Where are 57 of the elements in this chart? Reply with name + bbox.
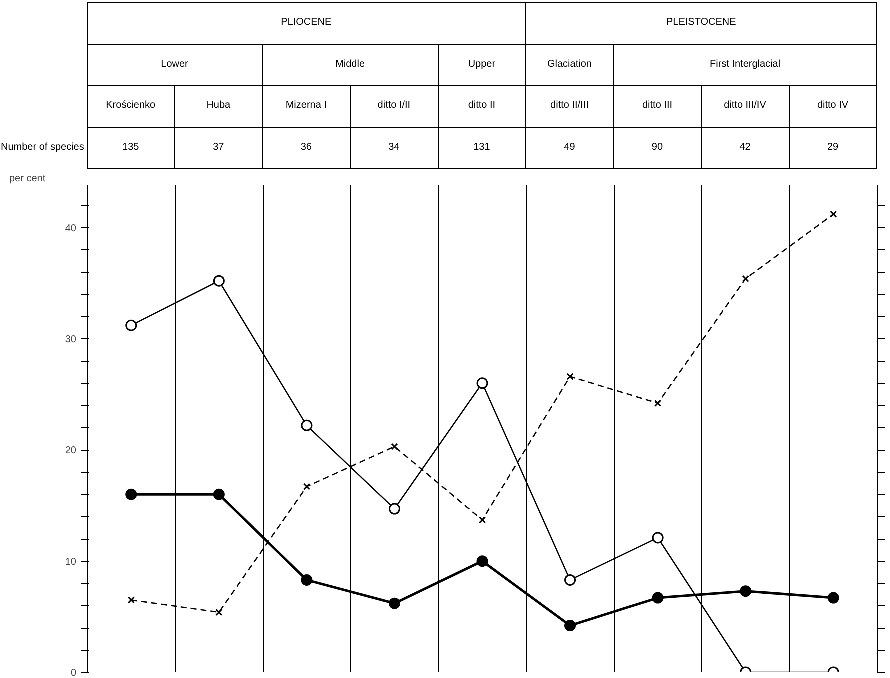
point bbox=[476, 378, 488, 390]
y-tick-label: 20 bbox=[65, 446, 77, 457]
x-tick-label: Krościenko bbox=[87, 86, 175, 127]
point bbox=[652, 532, 664, 544]
point bbox=[303, 483, 311, 490]
point bbox=[478, 516, 486, 524]
point bbox=[388, 598, 400, 610]
text: Number of species bbox=[0, 140, 86, 155]
x-tick-label: ditto IV bbox=[789, 86, 877, 127]
point bbox=[652, 592, 664, 604]
y-tick-label: 30 bbox=[65, 334, 77, 346]
y-tick-label: 40 bbox=[65, 223, 77, 234]
text: Lower bbox=[87, 44, 263, 86]
point bbox=[388, 503, 400, 515]
point bbox=[301, 420, 313, 432]
point bbox=[128, 596, 135, 604]
text: 29 bbox=[789, 127, 877, 168]
point bbox=[126, 320, 138, 332]
point bbox=[216, 608, 223, 616]
x-tick-label: ditto II bbox=[438, 86, 526, 127]
text: Middle bbox=[262, 44, 438, 86]
y-axis-title: per cent bbox=[10, 174, 46, 184]
point bbox=[828, 592, 840, 604]
point bbox=[830, 210, 838, 218]
x-tick-label: Huba bbox=[174, 86, 263, 127]
text: Glaciation bbox=[526, 44, 614, 86]
point bbox=[654, 400, 662, 408]
point bbox=[742, 275, 750, 282]
point bbox=[740, 586, 752, 598]
x-tick-label: ditto III bbox=[614, 86, 702, 127]
y-tick-label: 0 bbox=[70, 668, 77, 678]
point bbox=[391, 443, 398, 450]
point bbox=[213, 275, 225, 287]
text: Upper bbox=[438, 44, 526, 86]
text: 37 bbox=[174, 127, 263, 168]
text: 49 bbox=[526, 127, 614, 168]
x-tick-label: ditto I/II bbox=[350, 86, 438, 127]
x-tick-label: Mizerna I bbox=[262, 86, 350, 127]
y-tick-label: 10 bbox=[65, 556, 77, 568]
point bbox=[564, 574, 576, 586]
x-tick-label: ditto II/III bbox=[526, 86, 614, 127]
point bbox=[126, 488, 138, 500]
text: 34 bbox=[350, 127, 438, 168]
point bbox=[301, 574, 313, 586]
text: First Interglacial bbox=[614, 44, 877, 86]
point bbox=[564, 620, 576, 632]
text: 42 bbox=[701, 127, 790, 168]
point bbox=[566, 373, 574, 380]
text: PLIOCENE bbox=[87, 2, 526, 44]
text: 135 bbox=[87, 127, 175, 168]
point bbox=[213, 488, 225, 500]
text: 90 bbox=[614, 127, 702, 168]
text: 36 bbox=[262, 127, 350, 168]
x-tick-label: ditto III/IV bbox=[701, 86, 790, 127]
text: 131 bbox=[438, 127, 526, 168]
point bbox=[476, 556, 488, 568]
text: PLEISTOCENE bbox=[526, 2, 877, 44]
